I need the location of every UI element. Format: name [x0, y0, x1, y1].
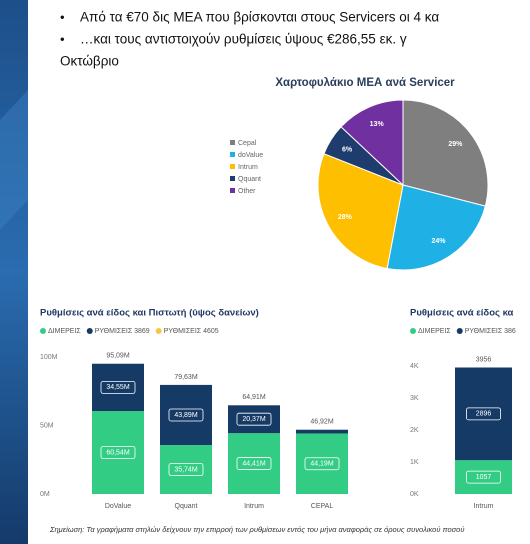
- slice-label: 28%: [338, 214, 353, 221]
- value-label-box: [100, 446, 136, 459]
- chart-title: Χαρτοφυλάκιο ΜΕΑ ανά Servicer: [275, 77, 455, 89]
- x-tick-label: Intrum: [244, 503, 264, 510]
- legend-dot: [155, 328, 162, 334]
- legend-label: Other: [238, 188, 256, 195]
- legend-label: doValue: [238, 152, 263, 159]
- side-strip: [0, 0, 28, 544]
- total-label: 46,92M: [310, 419, 334, 426]
- bullet-dot: •: [60, 9, 65, 24]
- bullet-text: Οκτώβριο: [60, 54, 119, 69]
- value-label: 34,55M: [106, 384, 130, 391]
- legend-swatch: [230, 176, 235, 181]
- value-label-box: [100, 380, 136, 394]
- legend-label: ΡΥΘΜΙΣΕΙΣ 4605: [164, 328, 219, 335]
- strip-decoration: [0, 90, 28, 230]
- pie-slice: [340, 99, 404, 187]
- value-label-box: [168, 463, 204, 476]
- y-tick-label: 0M: [40, 491, 50, 498]
- chart-title: Ρυθμίσεις ανά είδος και Πιστωτή (ύψος δα…: [40, 308, 259, 319]
- legend-dot: [410, 328, 416, 334]
- legend-label: ΡΥΘΜΙΣΕΙΣ 3869: [95, 328, 150, 335]
- total-label: 3956: [476, 356, 492, 363]
- pie-slice: [402, 99, 489, 207]
- value-label-box: [168, 408, 204, 422]
- value-label: 2896: [476, 411, 492, 418]
- footnote: Σημείωση: Τα γραφήματα στηλών δείχνουν τ…: [49, 525, 464, 534]
- slice-label: 29%: [448, 141, 463, 148]
- legend-swatch: [230, 188, 235, 193]
- slice-label: 24%: [432, 238, 447, 245]
- bar-segment: [296, 429, 348, 434]
- legend-swatch: [230, 152, 235, 157]
- legend-label: Intrum: [238, 164, 258, 171]
- chart-title: Ρυθμίσεις ανά είδος κα: [410, 308, 514, 319]
- y-tick-label: 100M: [40, 354, 58, 361]
- value-label-box: [236, 457, 272, 470]
- legend-dot: [40, 328, 46, 334]
- value-label-box: [304, 457, 340, 471]
- legend-label: Qquant: [238, 176, 261, 183]
- x-tick-label: CEPAL: [311, 503, 334, 510]
- y-tick-label: 50M: [40, 422, 54, 429]
- total-label: 64,91M: [242, 394, 266, 401]
- bullet-dot: •: [60, 31, 65, 46]
- legend-dot: [456, 328, 463, 334]
- legend-swatch: [230, 140, 235, 145]
- bullet-text: …και τους αντιστοιχούν ρυθμίσεις ύψους €…: [80, 32, 407, 47]
- legend-dot: [86, 328, 93, 334]
- legend-label: ΔΙΜΕΡΕΙΣ: [418, 328, 451, 335]
- y-tick-label: 0K: [410, 491, 419, 498]
- x-tick-label: Intrum: [474, 503, 494, 510]
- legend-label: ΔΙΜΕΡΕΙΣ: [48, 328, 81, 335]
- value-label-box: [466, 470, 501, 484]
- value-label-box: [236, 412, 272, 426]
- value-label: 44,19M: [310, 461, 334, 468]
- total-label: 79,63M: [174, 374, 198, 381]
- y-tick-label: 4K: [410, 363, 419, 370]
- legend-label: ΡΥΘΜΙΣΕΙΣ 386: [465, 328, 516, 335]
- y-tick-label: 3K: [410, 395, 419, 402]
- value-label: 35,74M: [174, 466, 198, 473]
- bullet-text: Από τα €70 δις ΜΕΑ που βρίσκονται στους …: [80, 10, 439, 25]
- x-tick-label: Qquant: [175, 503, 198, 510]
- y-tick-label: 1K: [410, 459, 419, 466]
- value-label-box: [466, 407, 501, 421]
- value-label: 60,54M: [106, 449, 130, 456]
- pie-slice: [317, 153, 404, 270]
- value-label: 20,37M: [242, 416, 266, 423]
- slice-label: 13%: [370, 121, 385, 128]
- legend-swatch: [230, 164, 235, 169]
- x-tick-label: DoValue: [105, 503, 131, 510]
- value-label: 1057: [476, 474, 492, 481]
- legend-label: Cepal: [238, 140, 257, 147]
- pie-slice: [386, 184, 486, 271]
- value-label: 43,89M: [174, 412, 198, 419]
- slice-label: 6%: [342, 146, 353, 153]
- value-label: 44,41M: [242, 460, 266, 467]
- y-tick-label: 2K: [410, 427, 419, 434]
- total-label: 95,09M: [106, 353, 130, 360]
